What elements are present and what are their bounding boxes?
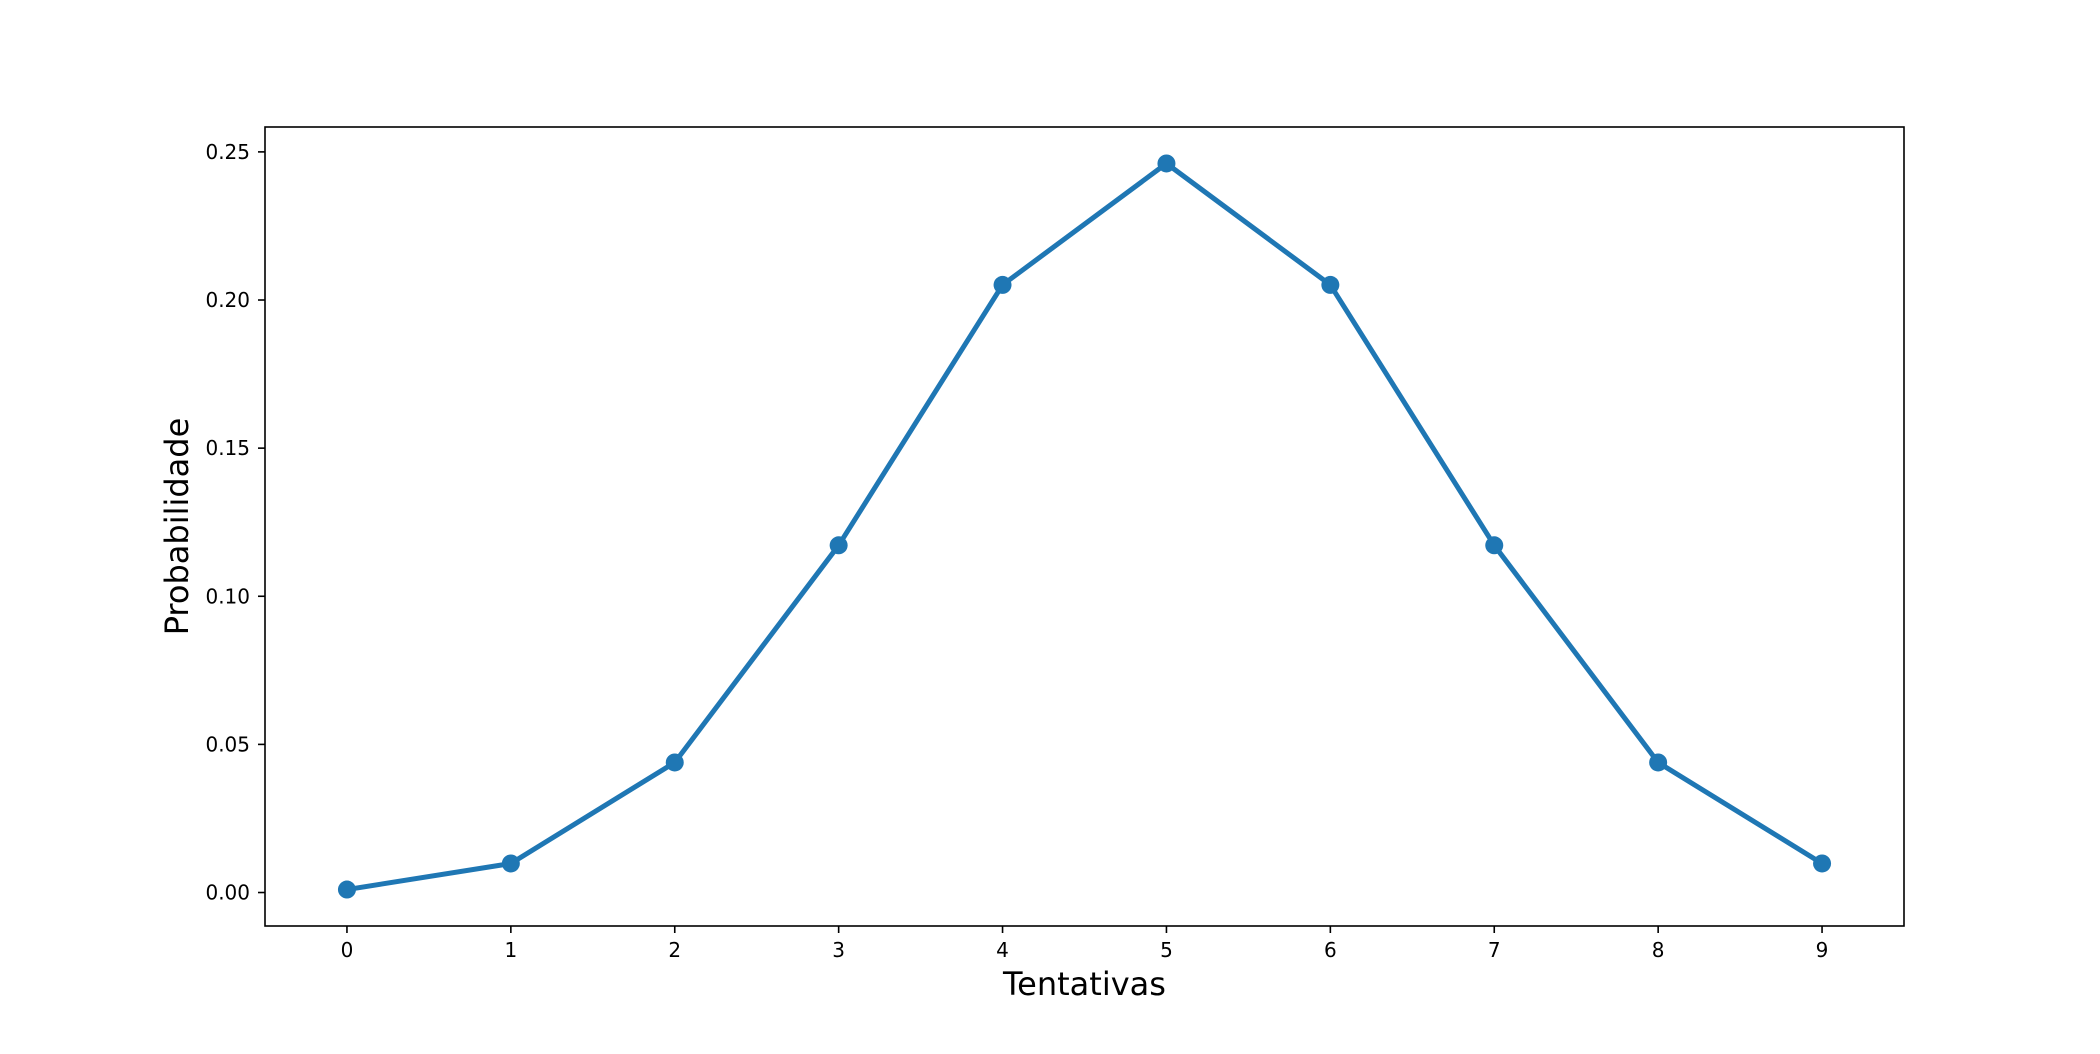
plot-area xyxy=(265,127,1904,926)
y-tick-label: 0.05 xyxy=(205,732,250,756)
y-tick-label: 0.15 xyxy=(205,436,250,460)
data-point xyxy=(829,536,848,555)
x-tick-label: 5 xyxy=(1160,938,1173,962)
series-layer xyxy=(337,154,1832,899)
x-tick-label: 9 xyxy=(1816,938,1829,962)
data-point xyxy=(1157,154,1176,173)
x-axis-label: Tentativas xyxy=(1002,965,1166,1003)
x-axis-ticks: 0 1 2 3 4 5 6 7 8 9 xyxy=(341,926,1829,962)
data-point xyxy=(665,753,684,772)
y-tick-label: 0.25 xyxy=(205,140,250,164)
x-tick-label: 7 xyxy=(1488,938,1501,962)
x-tick-label: 2 xyxy=(668,938,681,962)
plot-frame xyxy=(264,126,1905,927)
data-point xyxy=(1321,275,1340,294)
y-tick-label: 0.10 xyxy=(205,584,250,608)
x-tick-label: 3 xyxy=(832,938,845,962)
y-axis-ticks: 0.00 0.05 0.10 0.15 0.20 0.25 xyxy=(205,140,265,905)
y-tick-label: 0.00 xyxy=(205,881,250,905)
x-tick-label: 1 xyxy=(504,938,517,962)
series-line xyxy=(344,160,1825,893)
data-point xyxy=(337,880,356,899)
data-point xyxy=(501,854,520,873)
data-point xyxy=(1485,536,1504,555)
y-axis-label: Probabilidade xyxy=(158,418,196,636)
x-tick-label: 4 xyxy=(996,938,1009,962)
x-tick-label: 6 xyxy=(1324,938,1337,962)
data-point xyxy=(1649,753,1668,772)
y-tick-label: 0.20 xyxy=(205,288,250,312)
x-tick-label: 0 xyxy=(341,938,354,962)
data-point xyxy=(993,275,1012,294)
x-tick-label: 8 xyxy=(1652,938,1665,962)
data-point xyxy=(1813,854,1832,873)
